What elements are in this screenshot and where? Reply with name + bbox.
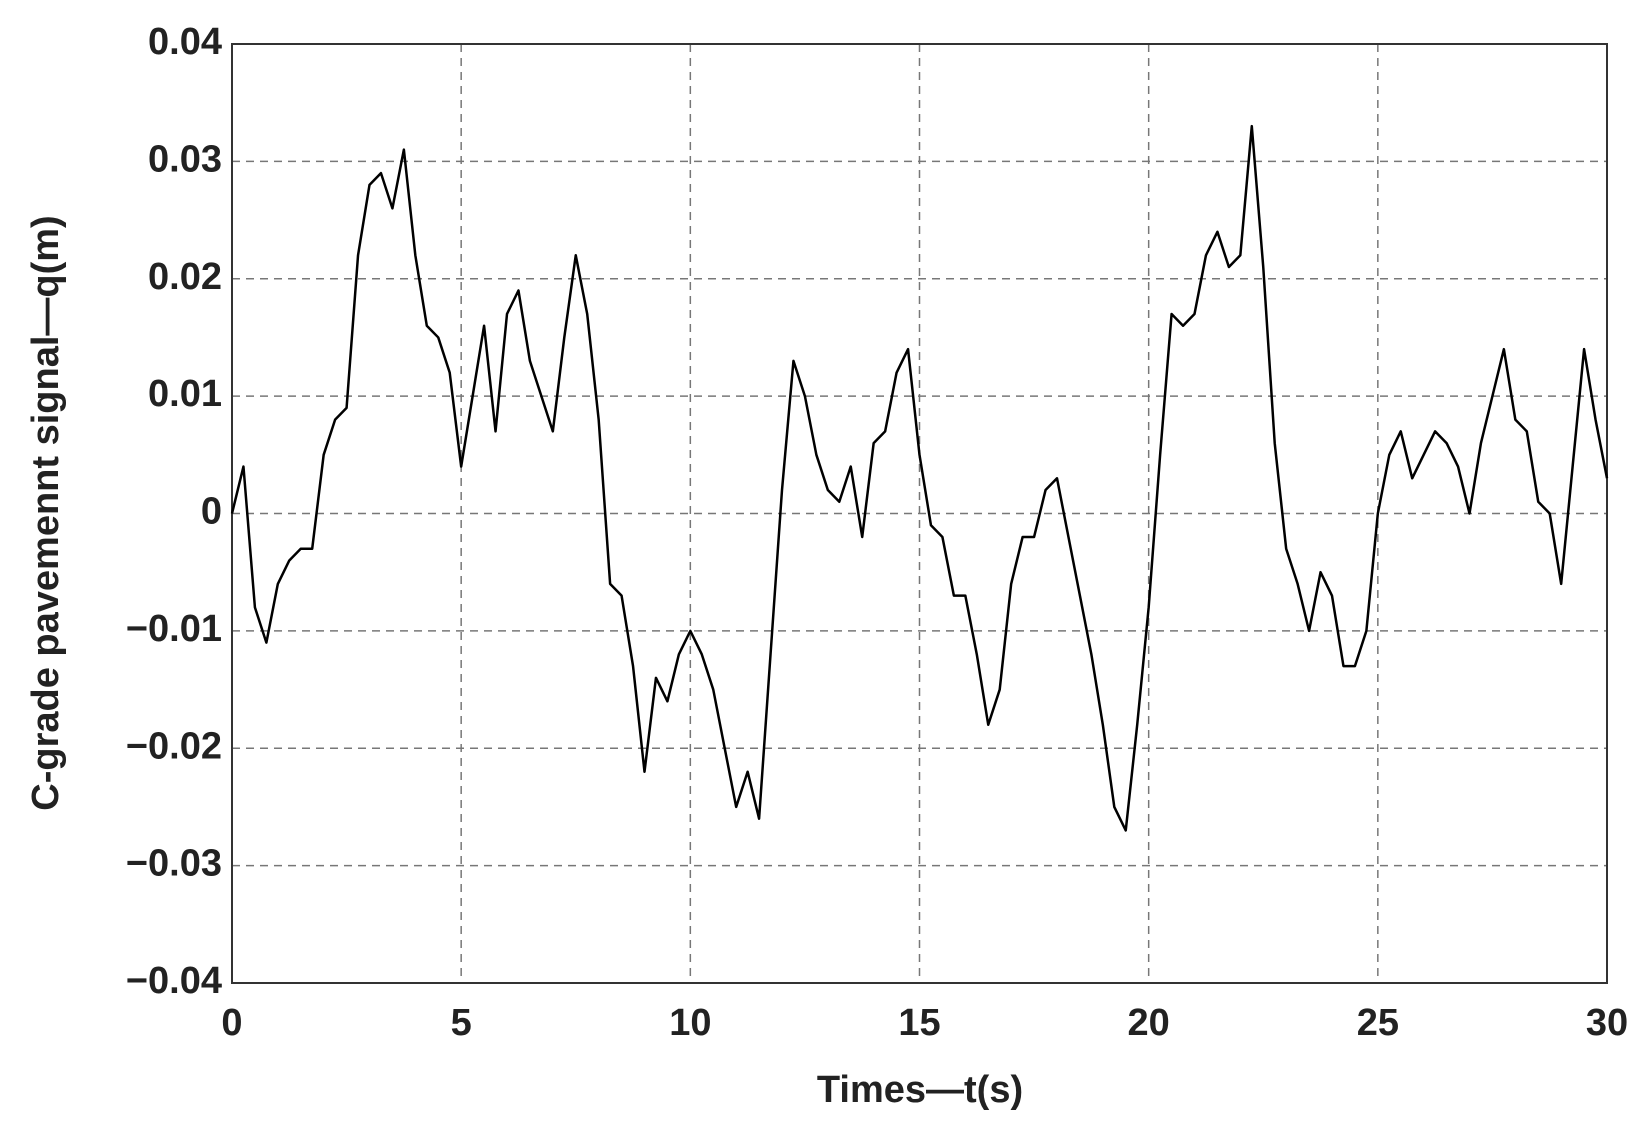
x-tick-label: 25 <box>1357 1002 1399 1044</box>
x-tick-label: 20 <box>1128 1002 1170 1044</box>
y-tick-label: −0.03 <box>126 843 222 885</box>
x-axis-label: Times—t(s) <box>817 1069 1023 1111</box>
y-tick-label: −0.01 <box>126 608 222 650</box>
y-tick-label: 0.04 <box>148 21 222 63</box>
x-tick-label: 5 <box>451 1002 472 1044</box>
y-tick-label: −0.04 <box>126 960 222 1002</box>
x-tick-label: 15 <box>898 1002 940 1044</box>
y-tick-label: 0 <box>201 491 222 533</box>
y-tick-label: 0.03 <box>148 138 222 180</box>
x-tick-label: 0 <box>221 1002 242 1044</box>
y-tick-label: 0.02 <box>148 256 222 298</box>
y-axis-label: C-grade pavemennt signal—q(m) <box>25 215 67 810</box>
y-tick-label: 0.01 <box>148 373 222 415</box>
y-tick-label: −0.02 <box>126 725 222 767</box>
data-line <box>230 124 1609 832</box>
x-tick-label: 30 <box>1586 1002 1628 1044</box>
x-tick-label: 10 <box>669 1002 711 1044</box>
